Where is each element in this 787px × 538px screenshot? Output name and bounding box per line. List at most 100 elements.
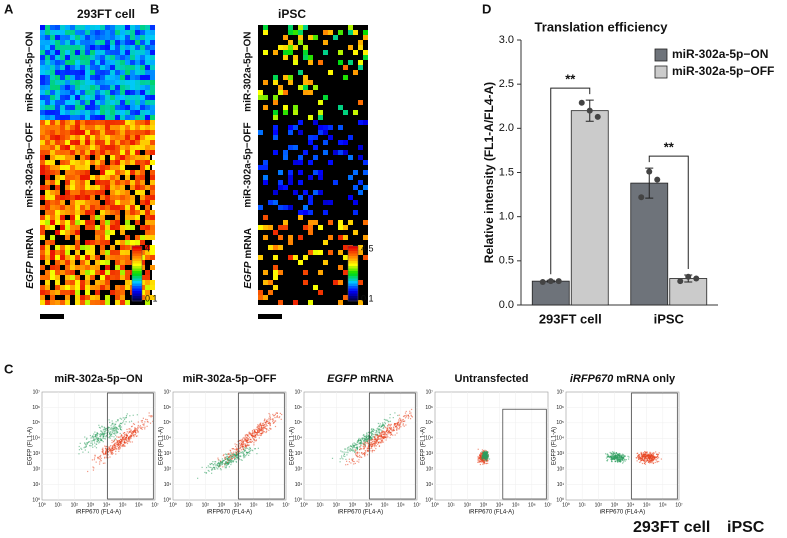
cell-signal bbox=[125, 195, 130, 200]
event-dot bbox=[339, 461, 341, 463]
cell-signal bbox=[125, 210, 130, 215]
event-dot bbox=[118, 448, 121, 450]
event-dot bbox=[100, 457, 102, 459]
cell-signal bbox=[85, 265, 90, 270]
event-dot bbox=[402, 418, 404, 421]
cell-signal bbox=[50, 160, 55, 165]
event-dot bbox=[349, 450, 351, 452]
event-dot bbox=[269, 423, 271, 425]
event-dot bbox=[140, 427, 142, 430]
event-dot bbox=[367, 432, 369, 434]
event-dot bbox=[646, 455, 648, 457]
event-dot bbox=[255, 439, 258, 441]
cell-signal bbox=[125, 215, 130, 220]
cell-signal bbox=[40, 95, 45, 100]
event-dot bbox=[353, 442, 355, 444]
event-dot bbox=[477, 457, 479, 459]
event-dot bbox=[640, 456, 642, 459]
event-dot bbox=[254, 432, 256, 435]
event-dot bbox=[102, 429, 104, 431]
legend-label: iPSC bbox=[727, 519, 765, 536]
event-dot bbox=[129, 415, 131, 417]
event-dot bbox=[135, 435, 138, 437]
event-dot bbox=[260, 428, 262, 431]
event-dot bbox=[367, 447, 369, 450]
event-dot bbox=[398, 423, 400, 426]
event-dot bbox=[236, 444, 238, 446]
cell-signal bbox=[353, 200, 358, 205]
cell-signal bbox=[273, 270, 278, 275]
cell-signal bbox=[50, 295, 55, 300]
cell-signal bbox=[80, 260, 85, 265]
cell-signal bbox=[145, 220, 150, 225]
cell-signal bbox=[50, 140, 55, 145]
cell-signal bbox=[90, 285, 95, 290]
cell-signal bbox=[323, 40, 328, 45]
cell-signal bbox=[120, 30, 125, 35]
cell-signal bbox=[288, 130, 293, 135]
cell-signal bbox=[115, 215, 120, 220]
event-dot bbox=[268, 412, 270, 415]
cell-signal bbox=[145, 75, 150, 80]
cell-signal bbox=[105, 100, 110, 105]
cell-signal bbox=[338, 220, 343, 225]
cell-signal bbox=[283, 205, 288, 210]
cell-signal bbox=[80, 65, 85, 70]
event-dot bbox=[484, 460, 486, 462]
colorbar-label: 0.1 bbox=[145, 293, 158, 303]
cell-signal bbox=[298, 25, 303, 30]
event-dot bbox=[125, 439, 127, 441]
cell-signal bbox=[105, 125, 110, 130]
cell-signal bbox=[150, 135, 155, 140]
cell-signal bbox=[273, 100, 278, 105]
event-dot bbox=[261, 429, 263, 431]
event-dot bbox=[645, 451, 648, 453]
event-dot bbox=[266, 429, 268, 431]
event-dot bbox=[228, 456, 230, 458]
event-dot bbox=[404, 415, 406, 417]
event-dot bbox=[210, 462, 213, 465]
cell-signal bbox=[45, 135, 50, 140]
event-dot bbox=[111, 431, 113, 434]
cell-signal bbox=[150, 125, 155, 130]
cell-signal bbox=[100, 170, 105, 175]
event-dot bbox=[273, 421, 275, 424]
event-dot bbox=[359, 442, 361, 445]
cell-signal bbox=[65, 290, 70, 295]
cell-signal bbox=[358, 45, 363, 50]
event-dot bbox=[255, 440, 257, 442]
event-dot bbox=[132, 414, 134, 416]
cell-signal bbox=[348, 45, 353, 50]
cytometry-plot: EGFP mRNA10⁰10⁰10¹10¹10²10²10³10³10⁴10⁴1… bbox=[290, 373, 421, 516]
event-dot bbox=[375, 434, 377, 436]
cell-signal bbox=[288, 205, 293, 210]
event-dot bbox=[98, 463, 101, 465]
cell-signal bbox=[45, 160, 50, 165]
event-dot bbox=[104, 453, 107, 455]
cell-signal bbox=[40, 30, 45, 35]
cell-signal bbox=[75, 25, 80, 30]
cell-signal bbox=[65, 255, 70, 260]
event-dot bbox=[103, 434, 105, 437]
cell-signal bbox=[50, 35, 55, 40]
event-dot bbox=[109, 446, 111, 448]
event-dot bbox=[373, 449, 376, 452]
event-dot bbox=[641, 459, 643, 462]
cell-signal bbox=[115, 270, 120, 275]
cell-signal bbox=[90, 70, 95, 75]
event-dot bbox=[217, 461, 220, 463]
event-dot bbox=[124, 434, 126, 436]
cell-signal bbox=[90, 175, 95, 180]
legend-swatch bbox=[654, 48, 668, 62]
event-dot bbox=[260, 433, 263, 435]
event-dot bbox=[644, 459, 646, 461]
event-dot bbox=[208, 466, 210, 468]
cell-signal bbox=[40, 45, 45, 50]
cell-signal bbox=[80, 140, 85, 145]
cell-signal bbox=[145, 130, 150, 135]
event-dot bbox=[86, 441, 88, 444]
event-dot bbox=[236, 456, 238, 458]
x-tick-label: 10¹ bbox=[448, 502, 456, 508]
cell-signal bbox=[100, 195, 105, 200]
event-dot bbox=[646, 452, 648, 454]
